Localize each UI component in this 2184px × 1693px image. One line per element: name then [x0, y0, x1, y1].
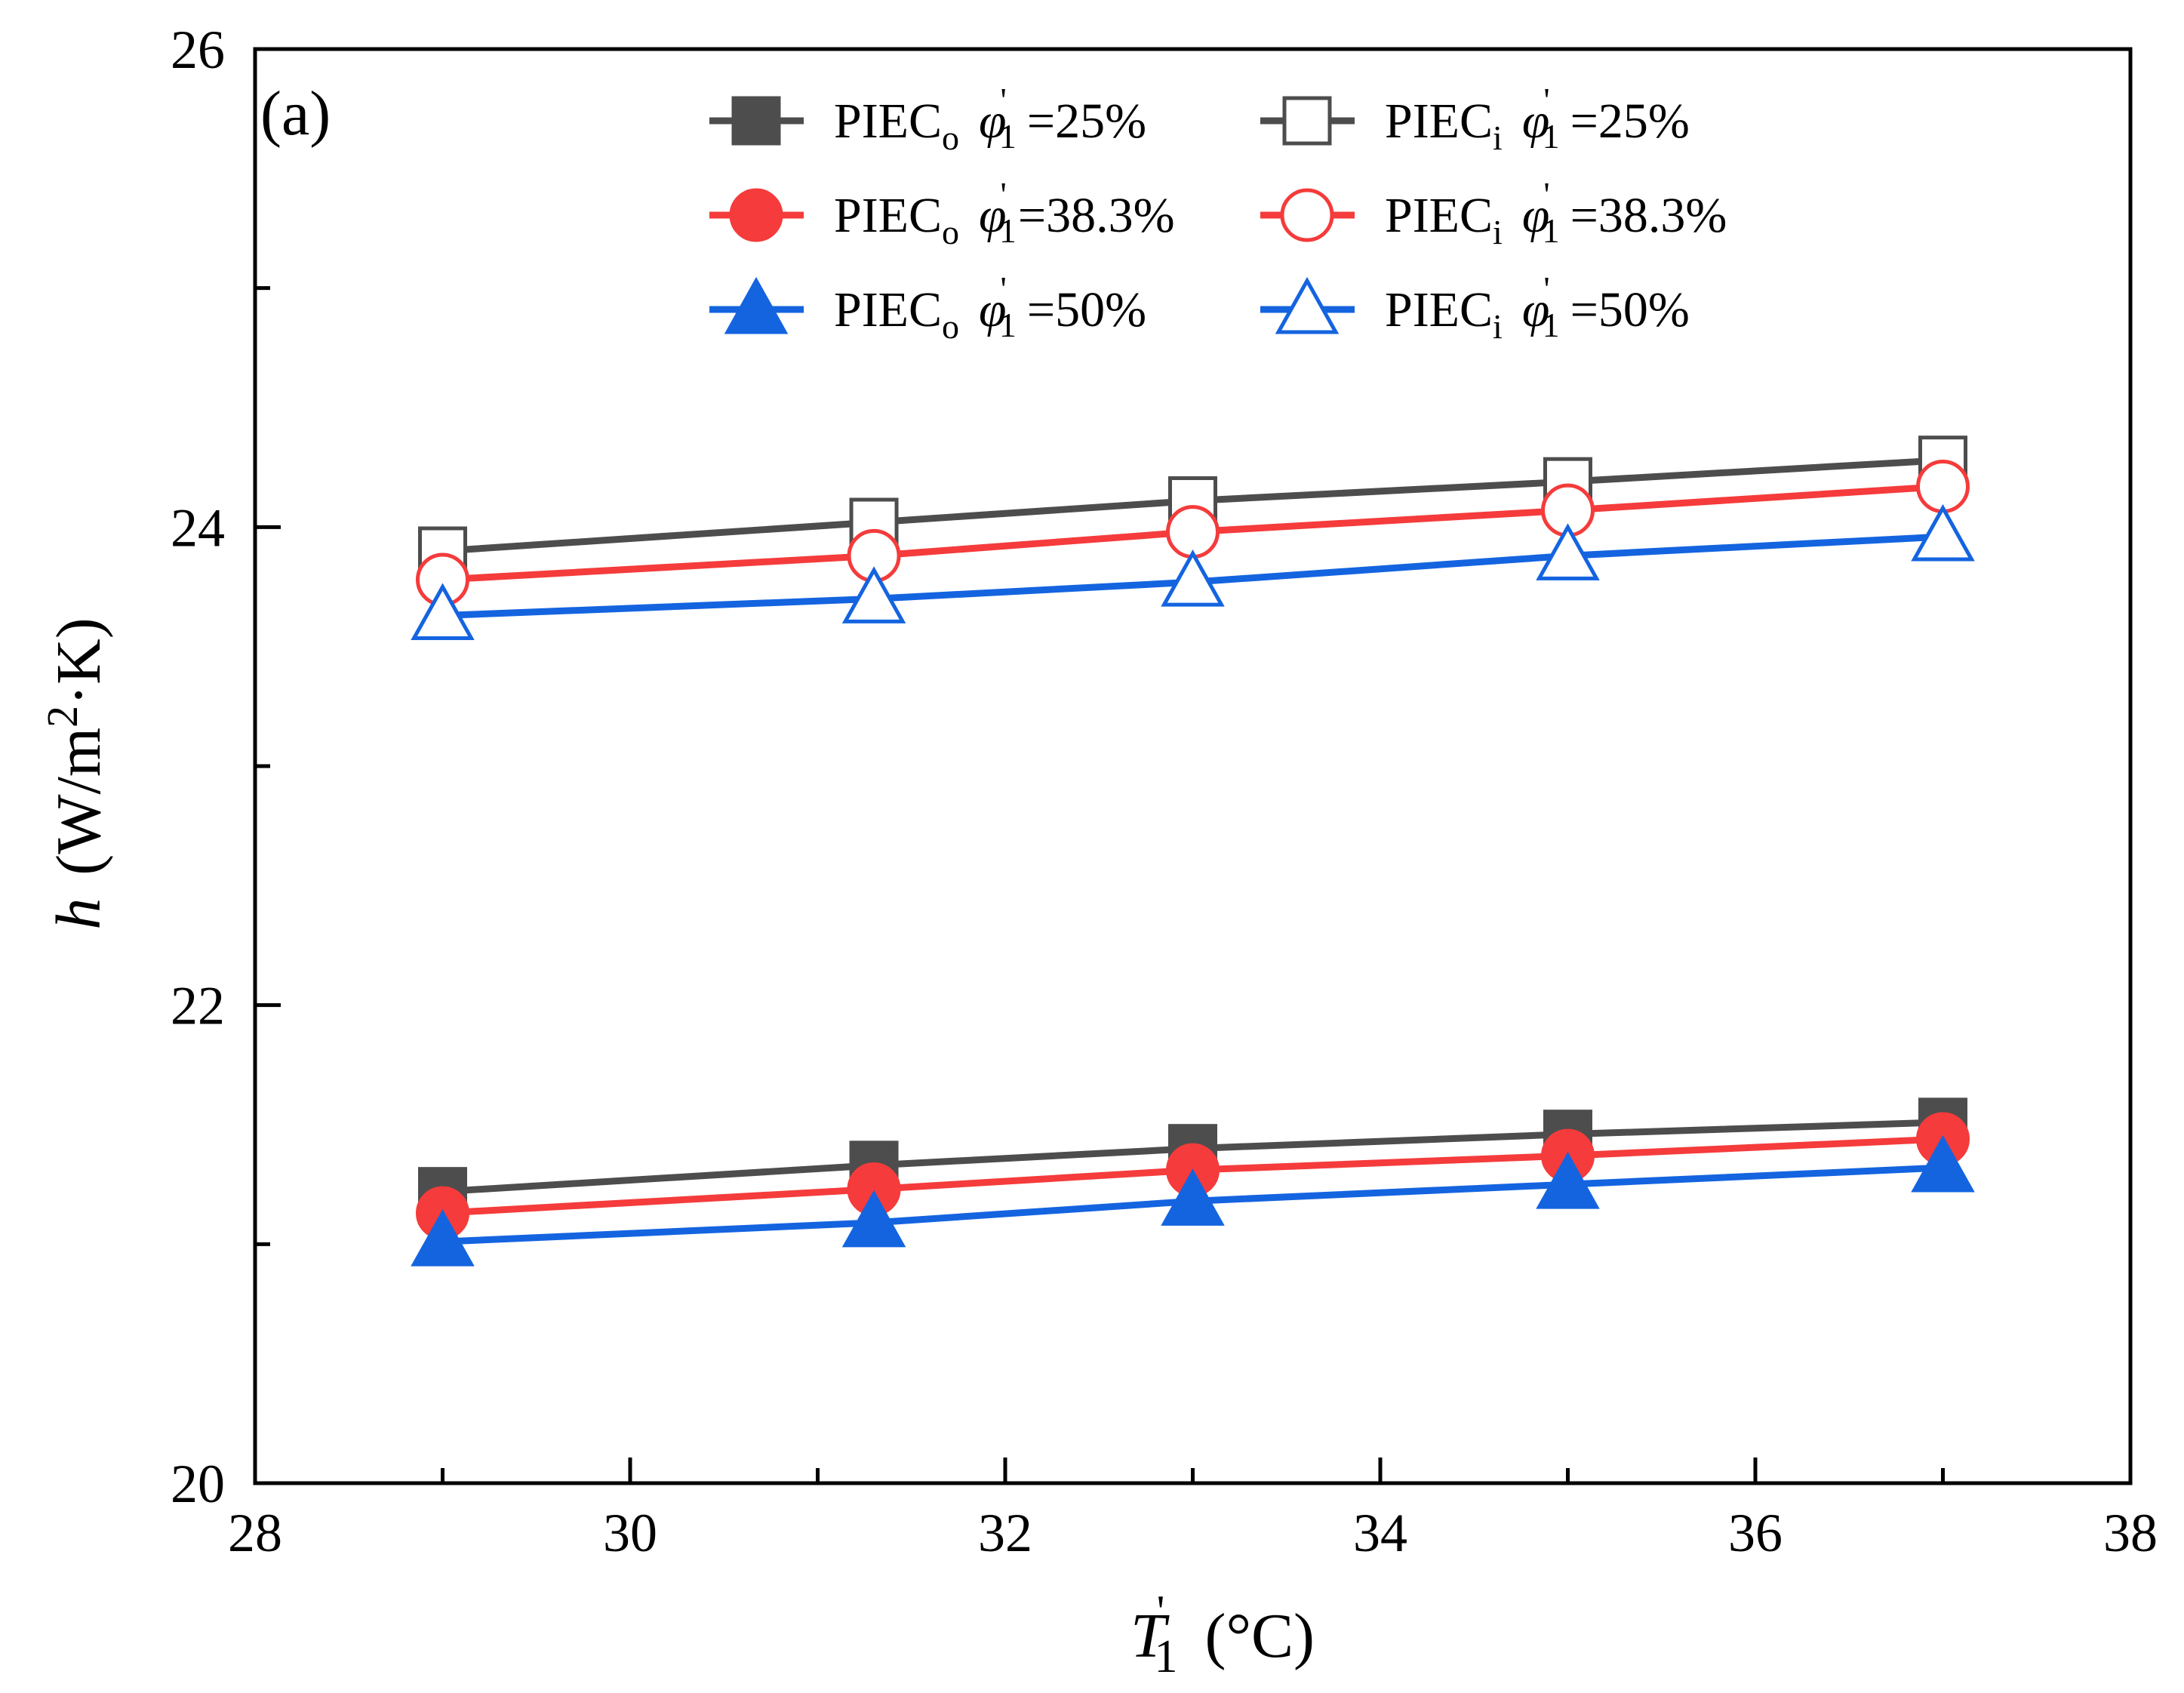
legend-marker: [1275, 276, 1340, 334]
legend-item: PIECo φ' 1=38.3%: [709, 175, 1175, 251]
legend-label-part: 1: [1543, 117, 1560, 155]
legend-item: PIECo φ' 1 =50%: [709, 269, 1146, 346]
legend-label: PIECi φ' 1 =50%: [1385, 269, 1690, 346]
axis-ticks: 28 30 32 34 36 38 20 22 24 26: [171, 20, 2158, 1563]
legend-label-part: o: [942, 119, 959, 157]
legend-label-part: ': [1001, 81, 1007, 119]
y-axis-unit-prefix: (W/m: [44, 728, 114, 876]
legend: PIECo φ' 1 =25% PIECi φ' 1 =25%PIECo φ' 1=38.3% PI…: [709, 81, 1727, 346]
series-5: [411, 503, 1975, 640]
data-point: [1536, 523, 1600, 580]
legend-label-part: i: [1493, 119, 1503, 157]
legend-marker: [1280, 188, 1334, 242]
x-axis-prime: ': [1157, 1587, 1165, 1636]
legend-label: PIECi φ' 1 =25%: [1385, 81, 1690, 157]
legend-label-part: PIEC: [834, 94, 942, 149]
x-axis-unit: (°C): [1204, 1601, 1315, 1671]
legend-label-part: φ: [979, 282, 1007, 337]
legend-label-part: ': [1001, 175, 1007, 214]
legend-marker: [731, 96, 781, 146]
legend-label-part: PIEC: [834, 282, 942, 337]
x-axis-subscript: 1: [1154, 1631, 1177, 1682]
legend-marker: [729, 188, 783, 242]
legend-item: PIECi φ' 1 =38.3%: [1260, 175, 1727, 251]
x-axis-title: T' 1 (°C): [1130, 1587, 1315, 1682]
y-axis-unit-sup: 2: [38, 706, 87, 728]
y-tick-label: 24: [171, 497, 225, 558]
legend-label-part: ': [1001, 269, 1007, 308]
series-4: [411, 1134, 1975, 1267]
legend-label-part: =25%: [1570, 94, 1690, 149]
legend-label-part: φ: [1522, 282, 1550, 337]
legend-label-part: i: [1493, 307, 1503, 346]
legend-label-part: PIEC: [1385, 188, 1493, 243]
legend-label: PIECo φ' 1 =25%: [834, 81, 1146, 157]
legend-label-part: =50%: [1027, 282, 1146, 337]
data-point: [1161, 1168, 1225, 1226]
legend-label-part: o: [942, 307, 959, 346]
legend-item: PIECi φ' 1 =25%: [1260, 81, 1690, 157]
x-tick-label: 32: [978, 1503, 1032, 1563]
y-tick-label: 26: [171, 20, 225, 80]
legend-label-part: 1: [999, 306, 1017, 344]
legend-marker: [724, 276, 789, 334]
legend-label-part: φ: [1522, 188, 1550, 243]
y-axis-unit-suffix: ·K): [44, 617, 114, 706]
legend-label-part: φ: [1522, 94, 1550, 149]
legend-item: PIECi φ' 1 =50%: [1260, 269, 1690, 346]
legend-label-part: ': [1543, 269, 1549, 308]
data-point: [1166, 505, 1220, 559]
x-axis-symbol: T: [1130, 1601, 1170, 1671]
data-point: [1536, 1152, 1600, 1209]
data-point: [1911, 503, 1975, 562]
legend-label: PIECo φ' 1=38.3%: [834, 175, 1175, 251]
data-point: [841, 1190, 906, 1248]
legend-label-part: φ: [979, 188, 1007, 243]
x-tick-label: 30: [603, 1503, 657, 1563]
y-tick-label: 22: [171, 976, 225, 1036]
legend-label-part: 1: [1543, 306, 1560, 344]
legend-label-part: o: [942, 213, 959, 251]
legend-label-part: φ: [979, 94, 1007, 149]
legend-item: PIECo φ' 1 =25%: [709, 81, 1146, 157]
legend-label-part: =50%: [1570, 282, 1690, 337]
x-tick-label: 28: [228, 1503, 282, 1563]
data-point: [411, 583, 475, 640]
data-point: [411, 1209, 475, 1267]
x-tick-label: 38: [2103, 1503, 2158, 1563]
legend-label-part: PIEC: [1385, 94, 1493, 149]
data-point: [1916, 460, 1970, 513]
data-point: [1911, 1134, 1975, 1193]
legend-label-part: =38.3%: [1018, 188, 1175, 243]
x-tick-label: 36: [1728, 1503, 1783, 1563]
panel-label: (a): [260, 78, 331, 149]
legend-label-part: 1: [999, 117, 1017, 155]
data-point: [1161, 549, 1225, 607]
legend-label-part: ': [1543, 175, 1549, 214]
legend-label: PIECo φ' 1 =50%: [834, 269, 1146, 346]
legend-marker: [1282, 96, 1332, 146]
y-axis-title: h (W/m2·K): [38, 617, 114, 930]
legend-label-part: PIEC: [1385, 282, 1493, 337]
plot-frame: [253, 47, 2133, 1485]
legend-label-part: =25%: [1027, 94, 1146, 149]
series-3: [416, 460, 1970, 607]
legend-label-part: PIEC: [834, 188, 942, 243]
y-axis-symbol: h: [44, 898, 114, 930]
legend-label-part: i: [1493, 213, 1503, 251]
legend-label-part: 1: [999, 211, 1017, 250]
data-point: [841, 566, 906, 623]
legend-label-part: =38.3%: [1570, 188, 1727, 243]
y-tick-label: 20: [171, 1454, 225, 1514]
legend-label-part: 1: [1543, 211, 1560, 250]
legend-label-part: ': [1543, 81, 1549, 119]
x-tick-label: 34: [1353, 1503, 1407, 1563]
legend-label: PIECi φ' 1 =38.3%: [1385, 175, 1727, 251]
series-layer: [411, 436, 1975, 1267]
